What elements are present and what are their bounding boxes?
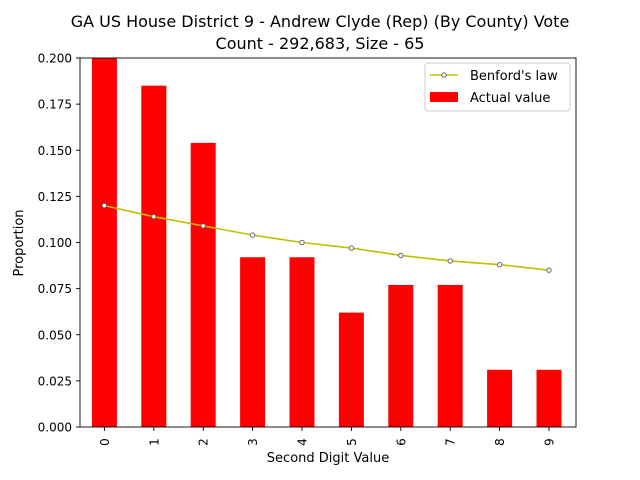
x-tick-label: 6 — [394, 438, 408, 446]
benford-point-5 — [348, 245, 355, 251]
benford-point-1 — [151, 213, 157, 220]
benford-point-4 — [299, 239, 305, 246]
benford-line-group — [101, 202, 552, 273]
bar-4 — [289, 257, 315, 427]
bar-0 — [91, 58, 117, 427]
bars-group — [91, 58, 562, 428]
bar-2 — [190, 142, 216, 427]
x-axis: 0 1 2 3 4 5 6 7 8 9 — [98, 427, 557, 446]
bar-5 — [338, 312, 364, 427]
bar-8 — [487, 369, 513, 427]
x-tick-label: 1 — [147, 438, 161, 446]
x-tick-label: 5 — [345, 438, 359, 446]
y-tick-label: 0.125 — [38, 190, 72, 204]
legend-line-marker — [441, 72, 447, 78]
chart-title-line-1: GA US House District 9 - Andrew Clyde (R… — [70, 12, 570, 31]
x-tick-label: 9 — [543, 438, 557, 446]
benford-point-7 — [447, 258, 453, 264]
benford-point-8 — [496, 261, 503, 268]
x-tick-label: 2 — [197, 438, 211, 446]
y-tick-label: 0.175 — [38, 98, 72, 112]
y-tick-label: 0.050 — [38, 328, 72, 342]
x-axis-label: Second Digit Value — [267, 451, 389, 466]
y-tick-label: 0.150 — [38, 144, 72, 158]
benford-point-6 — [398, 252, 404, 259]
x-tick-label: 3 — [246, 438, 260, 446]
y-tick-label: 0.075 — [38, 282, 72, 296]
y-tick-label: 0.200 — [38, 52, 72, 66]
y-tick-label: 0.100 — [38, 236, 72, 250]
x-tick-label: 4 — [296, 438, 310, 446]
legend-bar-swatch — [430, 92, 458, 102]
bar-6 — [388, 284, 414, 427]
legend-label-benford: Benford's law — [470, 69, 558, 84]
y-tick-label: 0.025 — [38, 374, 72, 388]
legend-box — [424, 62, 571, 112]
bar-9 — [536, 369, 562, 427]
x-tick-label: 8 — [493, 438, 507, 446]
legend-label-actual: Actual value — [470, 91, 550, 106]
benford-point-9 — [546, 267, 552, 273]
benford-point-3 — [249, 232, 256, 238]
chart-title-line-2: Count - 292,683, Size - 65 — [215, 34, 425, 53]
bar-3 — [240, 257, 266, 427]
benford-line — [104, 204, 550, 271]
benford-point-0 — [101, 202, 108, 209]
x-tick-label: 7 — [444, 438, 458, 446]
bar-7 — [437, 284, 463, 427]
y-axis-label: Proportion — [12, 209, 27, 276]
legend: Benford's law Actual value — [424, 62, 571, 112]
benford-point-2 — [200, 223, 206, 229]
y-tick-label: 0.000 — [38, 421, 72, 435]
x-tick-label: 0 — [98, 438, 112, 446]
bar-1 — [141, 85, 167, 428]
y-axis: 0.000 0.025 0.050 0.075 0.100 0.125 0.150 0.175… — [38, 52, 80, 435]
